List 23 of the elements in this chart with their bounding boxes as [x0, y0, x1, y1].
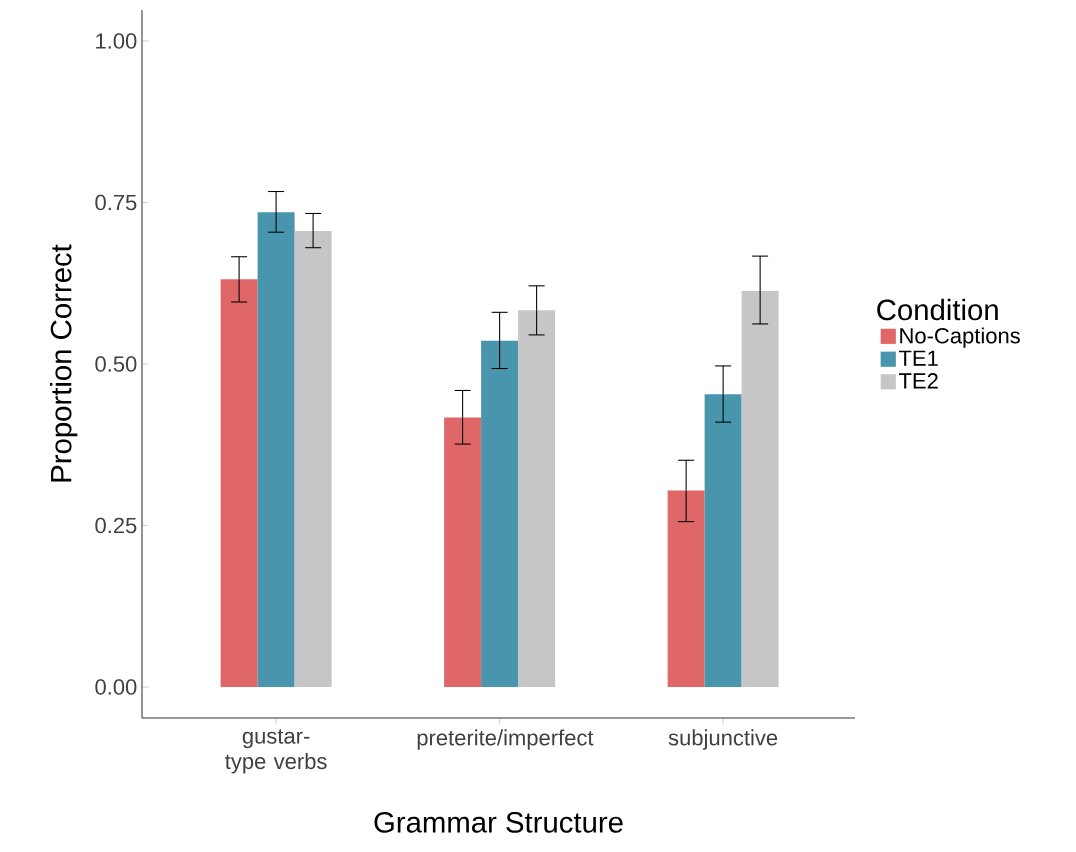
y-tick-label: 0.00: [95, 679, 137, 695]
y-tick-label: 0.25: [95, 517, 137, 534]
bar: [294, 230, 332, 687]
y-tick-label: 0.50: [95, 356, 137, 372]
legend-label: TE2: [899, 373, 938, 389]
x-tick-label: gustar-type verbs: [225, 729, 327, 774]
y-tick-label: 0.75: [95, 194, 137, 211]
y-axis-title: Proportion Correct: [49, 244, 78, 482]
bar: [667, 490, 705, 687]
bar: [518, 310, 556, 687]
x-axis-title: Grammar Structure: [374, 811, 623, 833]
bar: [481, 340, 519, 687]
bar: [257, 212, 295, 687]
x-tick-label: subjunctive: [668, 729, 778, 750]
x-tick-label: preterite/imperfect: [417, 729, 594, 750]
bar: [704, 394, 742, 687]
y-tick-label: 1.00: [96, 33, 137, 49]
legend-label: TE1: [899, 350, 938, 366]
bar: [444, 417, 482, 687]
bar: [741, 290, 779, 687]
legend-title: Condition: [877, 298, 998, 321]
bar: [220, 279, 258, 687]
legend-label: No-Captions: [900, 327, 1020, 348]
